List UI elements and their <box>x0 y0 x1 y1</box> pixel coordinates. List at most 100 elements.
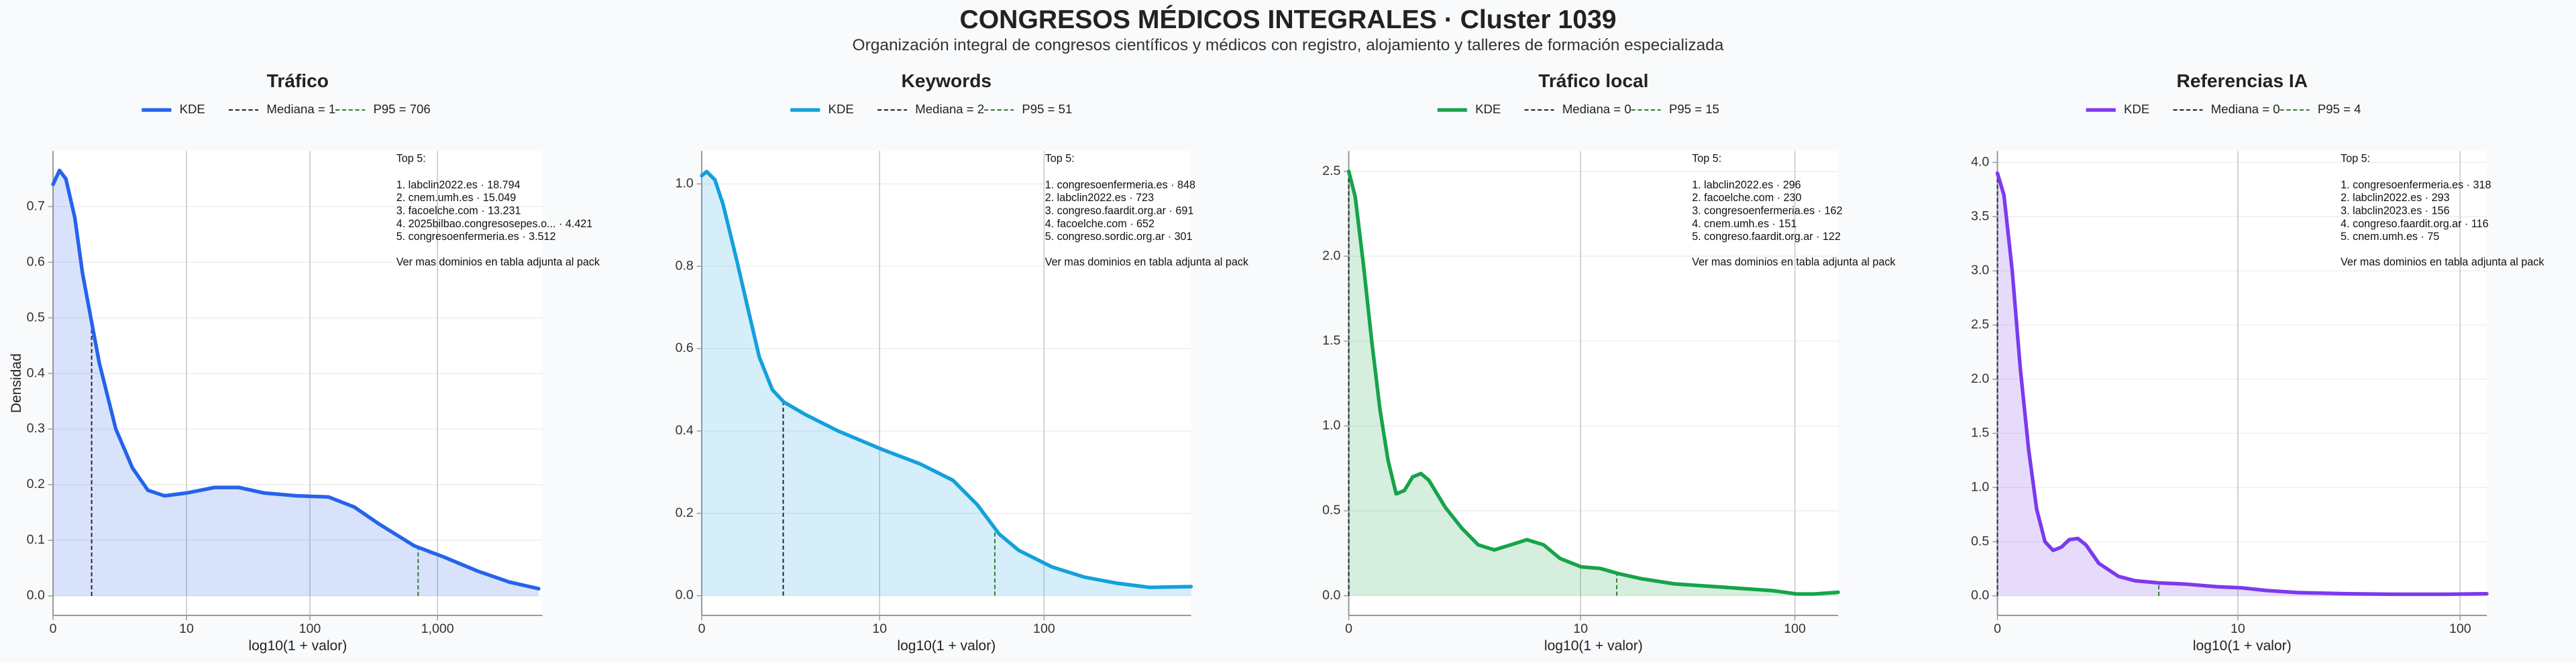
x-tick-label: 10 <box>1573 621 1588 636</box>
y-tick-label: 0.1 <box>27 532 45 547</box>
y-tick-label: 3.5 <box>1971 208 1989 223</box>
y-tick-label: 2.5 <box>1971 317 1989 332</box>
annotation-item: 3. labclin2023.es · 156 <box>2341 205 2449 217</box>
plot-area <box>53 151 543 616</box>
annotation-title: Top 5: <box>2341 153 2370 165</box>
plot-area <box>1348 151 1839 616</box>
legend-label: P95 = 51 <box>1022 102 1072 116</box>
annotation-footer: Ver mas dominios en tabla adjunta al pac… <box>396 256 600 268</box>
x-axis-label: log10(1 + valor) <box>2193 638 2292 654</box>
kde-area <box>53 170 539 596</box>
y-axis-label: Densidad <box>9 353 24 413</box>
y-tick-label: 0.5 <box>1971 534 1989 548</box>
y-tick-label: 0.3 <box>27 421 45 436</box>
kde-line <box>51 168 541 591</box>
annotation-item: 2. cnem.umh.es · 15.049 <box>396 192 517 204</box>
y-tick-label: 1.5 <box>1322 333 1340 348</box>
kde-line <box>700 170 1193 589</box>
annotation-item: 1. labclin2022.es · 18.794 <box>396 179 521 191</box>
legend-label: Mediana = 0 <box>1562 102 1631 116</box>
annotation-item: 5. congreso.sordic.org.ar · 301 <box>1045 231 1193 243</box>
x-tick-label: 0 <box>698 621 706 636</box>
panel-title: Tráfico local <box>1538 70 1648 91</box>
legend-label: Mediana = 2 <box>915 102 984 116</box>
y-tick-label: 1.0 <box>1322 418 1340 433</box>
legend-label: KDE <box>1475 102 1501 116</box>
annotation-item: 4. 2025bilbao.congresosepes.o... · 4.421 <box>396 218 593 230</box>
y-tick-label: 0.0 <box>1322 588 1340 603</box>
annotation-item: 1. congresoenfermeria.es · 848 <box>1045 179 1195 191</box>
annotation-item: 1. congresoenfermeria.es · 318 <box>2341 179 2491 191</box>
x-axis-label: log10(1 + valor) <box>248 638 347 654</box>
annotation-title: Top 5: <box>1692 153 1721 165</box>
x-tick-label: 10 <box>2231 621 2245 636</box>
annotation-item: 5. cnem.umh.es · 75 <box>2341 231 2439 243</box>
y-tick-label: 4.0 <box>1971 155 1989 170</box>
figure-subtitle: Organización integral de congresos cient… <box>853 36 1724 54</box>
legend-label: KDE <box>828 102 854 116</box>
annotation-item: 5. congresoenfermeria.es · 3.512 <box>396 231 556 243</box>
y-tick-label: 0.0 <box>27 588 45 603</box>
annotation-item: 2. labclin2022.es · 723 <box>1045 192 1154 204</box>
panel-title: Referencias IA <box>2177 70 2308 91</box>
y-tick-label: 2.0 <box>1971 371 1989 386</box>
y-tick-label: 1.0 <box>676 176 694 191</box>
x-tick-label: 100 <box>1033 621 1055 636</box>
y-tick-label: 0.2 <box>27 477 45 491</box>
plot-area <box>702 151 1191 616</box>
y-tick-label: 0.0 <box>676 588 694 603</box>
y-tick-label: 1.0 <box>1971 479 1989 494</box>
y-tick-label: 0.2 <box>676 505 694 520</box>
annotation-item: 4. facoelche.com · 652 <box>1045 218 1155 230</box>
annotation-item: 2. labclin2022.es · 293 <box>2341 192 2449 204</box>
x-tick-label: 100 <box>2449 621 2471 636</box>
panel-title: Tráfico <box>267 70 329 91</box>
annotation-title: Top 5: <box>396 153 426 165</box>
y-tick-label: 0.5 <box>27 310 45 324</box>
y-tick-label: 3.0 <box>1971 263 1989 278</box>
annotation-item: 3. facoelche.com · 13.231 <box>396 205 521 217</box>
x-tick-label: 0 <box>50 621 57 636</box>
figure-title: CONGRESOS MÉDICOS INTEGRALES · Cluster 1… <box>959 5 1616 34</box>
annotation-item: 2. facoelche.com · 230 <box>1692 192 1801 204</box>
legend-label: KDE <box>2124 102 2149 116</box>
annotation-title: Top 5: <box>1045 153 1075 165</box>
annotation-item: 5. congreso.faardit.org.ar · 122 <box>1692 231 1841 243</box>
y-tick-label: 0.0 <box>1971 588 1989 603</box>
legend-label: KDE <box>180 102 205 116</box>
annotation-item: 4. congreso.faardit.org.ar · 116 <box>2341 218 2488 230</box>
y-tick-label: 1.5 <box>1971 426 1989 440</box>
y-tick-label: 2.5 <box>1322 164 1340 178</box>
legend-label: P95 = 4 <box>2318 102 2361 116</box>
x-axis-label: log10(1 + valor) <box>1544 638 1643 654</box>
y-tick-label: 0.5 <box>1322 503 1340 518</box>
x-tick-label: 100 <box>299 621 321 636</box>
legend-label: P95 = 15 <box>1669 102 1719 116</box>
kde-line <box>1346 169 1840 596</box>
kde-area <box>1997 173 2487 596</box>
panel-title: Keywords <box>902 70 992 91</box>
legend-label: Mediana = 0 <box>2211 102 2280 116</box>
legend-label: P95 = 706 <box>373 102 430 116</box>
kde-line <box>1995 171 2489 597</box>
annotation-item: 3. congreso.faardit.org.ar · 691 <box>1045 205 1194 217</box>
annotation-item: 1. labclin2022.es · 296 <box>1692 179 1801 191</box>
y-tick-label: 0.8 <box>676 258 694 273</box>
y-tick-label: 0.6 <box>27 254 45 269</box>
y-tick-label: 2.0 <box>1322 248 1340 263</box>
kde-area <box>1348 171 1839 596</box>
kde-area <box>702 171 1191 596</box>
x-tick-label: 1,000 <box>421 621 454 636</box>
annotation-footer: Ver mas dominios en tabla adjunta al pac… <box>2341 256 2544 268</box>
legend-label: Mediana = 1 <box>266 102 335 116</box>
y-tick-label: 0.4 <box>27 365 45 380</box>
x-axis-label: log10(1 + valor) <box>897 638 996 654</box>
x-tick-label: 10 <box>179 621 194 636</box>
annotation-footer: Ver mas dominios en tabla adjunta al pac… <box>1692 256 1896 268</box>
x-tick-label: 10 <box>872 621 887 636</box>
annotation-item: 4. cnem.umh.es · 151 <box>1692 218 1796 230</box>
x-tick-label: 0 <box>1994 621 2001 636</box>
annotation-item: 3. congresoenfermeria.es · 162 <box>1692 205 1842 217</box>
